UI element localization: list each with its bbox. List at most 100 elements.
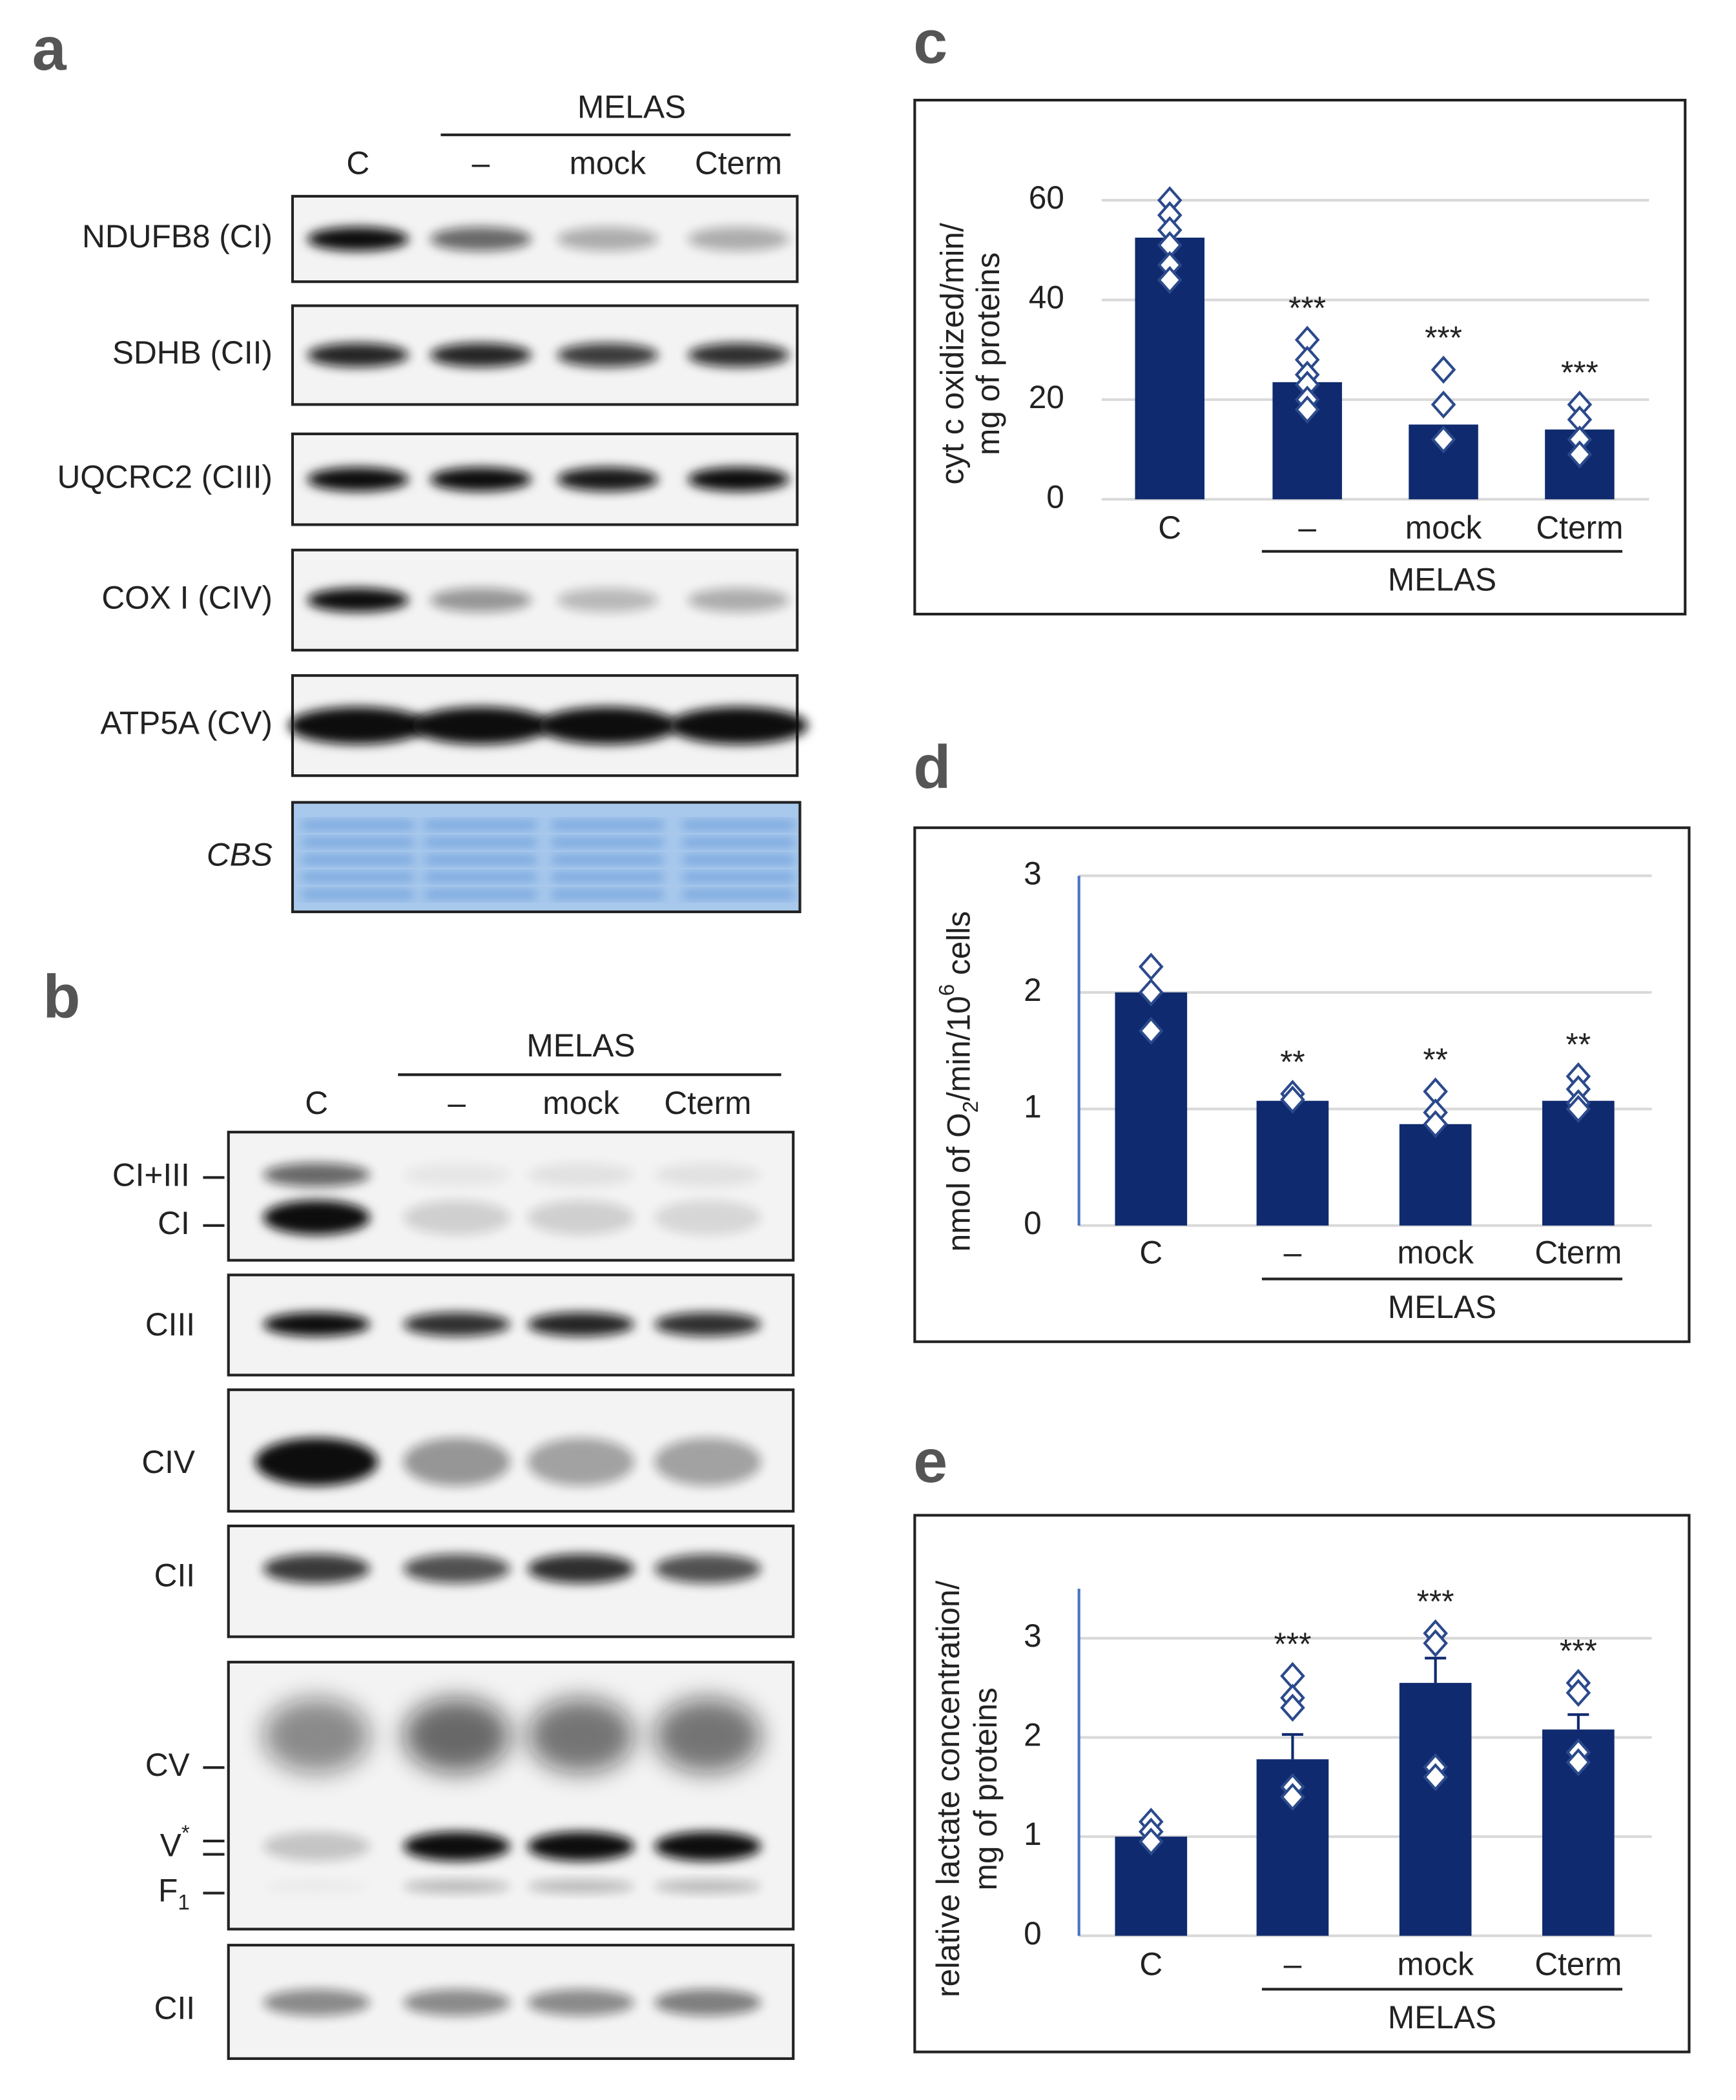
text-part: 1	[178, 1891, 189, 1915]
data-point	[1138, 1827, 1164, 1856]
lane-label: mock	[570, 145, 646, 181]
blot-band	[263, 1312, 370, 1337]
stain-band	[682, 890, 795, 899]
y-tick-label: 0	[1046, 479, 1064, 515]
blot-band	[307, 467, 409, 491]
blot-band	[288, 706, 428, 745]
stain-band	[424, 821, 537, 829]
stain-band	[424, 856, 537, 864]
data-point	[1566, 1095, 1591, 1124]
blot-band	[403, 1554, 510, 1583]
stain-band	[552, 890, 664, 899]
blot-band	[687, 467, 790, 491]
data-point	[1431, 355, 1456, 384]
y-tick-label: 2	[1024, 1717, 1042, 1753]
blot-band	[403, 1437, 510, 1487]
blot-band	[255, 1437, 378, 1487]
y-tick-label: 3	[1024, 1618, 1042, 1654]
stain-band	[424, 838, 537, 847]
data-point	[1280, 1782, 1305, 1811]
y-tick-label: 1	[1024, 1088, 1042, 1124]
blot-band	[654, 1879, 761, 1893]
panel-letter: b	[43, 963, 80, 1031]
text-part: V	[160, 1827, 181, 1863]
text-part: mg of proteins	[970, 252, 1006, 455]
blot-band	[307, 227, 409, 251]
blot-band	[429, 227, 532, 251]
stain-band	[552, 856, 664, 864]
blot-band	[403, 1200, 510, 1235]
data-point	[1157, 265, 1183, 294]
x-tick-label: mock	[1405, 510, 1482, 546]
text-part: cyt c oxidized/min/	[934, 223, 970, 484]
stain-band	[424, 890, 537, 899]
lane-label: –	[472, 145, 490, 181]
text-part: cells	[941, 911, 977, 984]
text-part: /min/10	[941, 996, 977, 1101]
stain-band	[552, 873, 664, 881]
blot-band	[687, 588, 790, 612]
blot-band	[527, 1437, 635, 1487]
text-part: F	[158, 1873, 178, 1909]
blot-band	[403, 1831, 510, 1861]
panel-letter: e	[913, 1427, 947, 1496]
x-tick-label: Cterm	[1534, 1234, 1622, 1270]
text-part: CII	[154, 1558, 195, 1594]
y-axis-label: mg of proteins	[967, 1687, 1004, 1890]
significance-label: ***	[1274, 1626, 1311, 1662]
y-tick-label: 40	[1029, 280, 1064, 316]
y-axis-label: nmol of O2/min/106 cells	[935, 911, 983, 1252]
significance-label: ***	[1560, 1633, 1597, 1669]
row-label: NDUFB8 (CI)	[82, 218, 273, 254]
blot-band	[687, 227, 790, 251]
y-tick-label: 0	[1024, 1915, 1042, 1951]
y-axis-label: mg of proteins	[970, 252, 1006, 455]
blot-band	[403, 1879, 510, 1893]
panel-letter: d	[913, 733, 951, 801]
blot-band	[263, 1162, 370, 1187]
panel-letter: a	[32, 15, 67, 83]
row-label: CV	[145, 1747, 190, 1783]
blot-band	[411, 706, 550, 745]
row-label: UQCRC2 (CIII)	[57, 458, 272, 495]
text-part: CIV	[141, 1444, 195, 1480]
blot-band	[403, 1698, 510, 1773]
text-part: CII	[154, 1990, 195, 2026]
row-label: CI	[158, 1205, 190, 1241]
lane-label: Cterm	[695, 145, 782, 181]
chart-frame	[913, 1514, 1691, 2054]
text-part: CI	[158, 1205, 190, 1241]
data-point	[1138, 952, 1164, 981]
lane-label: Cterm	[664, 1085, 751, 1121]
lane-label: mock	[542, 1085, 619, 1121]
data-point	[1567, 440, 1593, 469]
row-label: CII	[154, 1558, 195, 1594]
bar	[1399, 1124, 1472, 1226]
blot-band	[557, 227, 659, 251]
blot-band	[527, 1698, 635, 1773]
significance-label: ***	[1561, 355, 1598, 391]
chart-frame	[913, 98, 1687, 616]
stain-band	[552, 821, 664, 829]
stain-band	[302, 890, 415, 899]
y-tick-label: 20	[1029, 379, 1064, 415]
blot-band	[527, 1162, 635, 1187]
x-tick-label: C	[1139, 1234, 1162, 1270]
y-tick-label: 60	[1029, 180, 1064, 216]
stain-band	[302, 838, 415, 847]
x-tick-label: Cterm	[1534, 1946, 1622, 1982]
stain-band	[682, 821, 795, 829]
data-point	[1294, 395, 1320, 424]
row-label: COX I (CIV)	[101, 579, 273, 615]
data-point	[1138, 978, 1164, 1007]
y-tick-label: 2	[1024, 972, 1042, 1008]
blot-band	[527, 1554, 635, 1583]
text-part: 2	[959, 1101, 983, 1113]
stain-band	[682, 873, 795, 881]
significance-label: **	[1566, 1026, 1591, 1062]
y-tick-label: 0	[1024, 1205, 1042, 1241]
blot-band	[654, 1554, 761, 1583]
blot-band	[557, 588, 659, 612]
stain-band	[682, 856, 795, 864]
significance-label: ***	[1288, 290, 1326, 326]
